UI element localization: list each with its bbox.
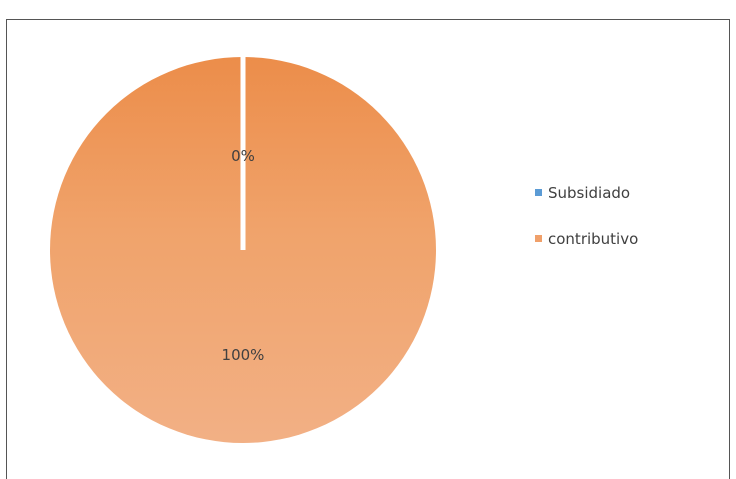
clipped-caption-fragment <box>4 0 224 6</box>
data-label-subsidiado: 0% <box>231 147 255 165</box>
data-label-contributivo: 100% <box>222 346 265 364</box>
legend-item-contributivo: contributivo <box>535 230 638 248</box>
legend-swatch-contributivo <box>535 235 542 242</box>
pie <box>50 57 436 443</box>
legend-label-subsidiado: Subsidiado <box>548 184 630 202</box>
legend-swatch-subsidiado <box>535 189 542 196</box>
legend-label-contributivo: contributivo <box>548 230 638 248</box>
legend-item-subsidiado: Subsidiado <box>535 184 630 202</box>
